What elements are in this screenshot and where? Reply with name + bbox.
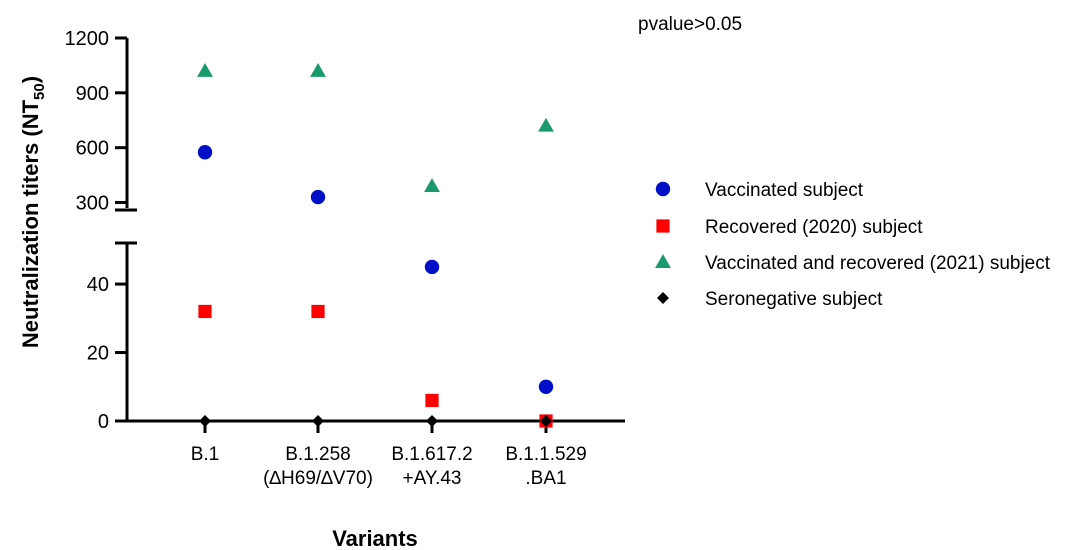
legend-label: Vaccinated and recovered (2021) subject	[705, 253, 1051, 274]
data-point-triangle	[538, 117, 554, 132]
data-point-circle	[197, 145, 213, 160]
axes: 0 20 40 300 600 900 1200	[65, 28, 625, 433]
legend-marker-triangle	[655, 254, 671, 268]
x-tick-label: B.1.1.529	[505, 444, 586, 465]
data-point-diamond	[312, 415, 324, 427]
x-tick-label: B.1	[191, 444, 220, 465]
y-tick-label: 0	[98, 411, 109, 433]
y-tick-label: 600	[76, 138, 109, 160]
data-point-diamond	[426, 415, 438, 427]
legend-marker-circle	[655, 181, 671, 197]
legend-label: Recovered (2020) subject	[705, 217, 923, 238]
data-point-triangle	[197, 62, 213, 77]
x-tick-label: B.1.617.2	[391, 444, 472, 465]
x-tick-label: B.1.258	[285, 444, 351, 465]
y-axis-title-main: Neutralization titers (NT	[18, 99, 43, 348]
y-axis-title: Neutralization titers (NT50)	[18, 76, 48, 348]
data-point-square	[425, 393, 439, 408]
data-point-circle	[310, 189, 326, 205]
y-tick-label: 1200	[65, 28, 110, 50]
legend-label: Vaccinated subject	[705, 180, 864, 201]
data-point-triangle	[424, 178, 440, 193]
x-axis-title: Variants	[332, 526, 418, 550]
data-point-triangle	[310, 62, 326, 77]
x-tick-label: +AY.43	[403, 468, 462, 489]
y-axis-title-subscript: 50	[31, 83, 48, 100]
data-point-circle	[424, 259, 440, 275]
legend-marker-square	[656, 219, 670, 233]
data-point-circle	[538, 379, 554, 394]
data-points	[197, 62, 554, 428]
legend: Vaccinated subject Recovered (2020) subje…	[655, 180, 1051, 310]
x-tick-label: (∆H69/∆V70)	[263, 468, 373, 489]
category-labels: B.1 B.1.258 (∆H69/∆V70) B.1.617.2 +AY.43 B.1.…	[191, 444, 587, 489]
legend-marker-diamond	[657, 292, 669, 304]
data-point-diamond	[199, 415, 211, 427]
y-tick-label: 900	[76, 83, 109, 105]
y-tick-label: 20	[87, 343, 109, 365]
legend-label: Seronegative subject	[705, 289, 883, 310]
data-point-diamond	[540, 415, 552, 427]
pvalue-annotation: pvalue>0.05	[638, 14, 742, 35]
data-point-square	[198, 304, 212, 319]
y-axis-title-close: )	[18, 76, 43, 83]
y-tick-label: 300	[76, 193, 109, 215]
data-point-square	[311, 304, 325, 319]
y-tick-label: 40	[87, 274, 109, 296]
x-tick-label: .BA1	[525, 468, 566, 489]
